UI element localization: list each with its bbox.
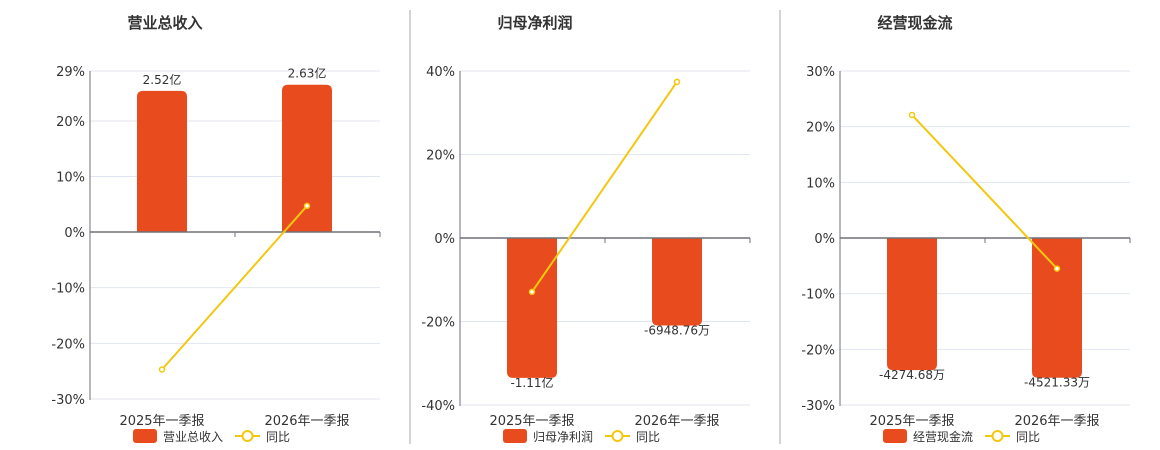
- legend-bar-label: 经营现金流: [913, 429, 973, 444]
- x-category-label: 2026年一季报: [264, 414, 349, 429]
- y-tick-label: 29%: [56, 65, 85, 80]
- x-category-label: 2025年一季报: [119, 414, 204, 429]
- x-category-label: 2025年一季报: [489, 414, 574, 429]
- bar: [652, 238, 702, 326]
- legend-bar-swatch: [883, 429, 907, 443]
- bar-value-label: -6948.76万: [644, 324, 710, 338]
- bar: [282, 84, 332, 232]
- y-tick-label: 0%: [434, 232, 455, 247]
- legend-bar-label: 营业总收入: [163, 430, 223, 444]
- chart-title: 归母净利润: [497, 14, 572, 32]
- legend-bar-swatch: [133, 429, 157, 443]
- x-category-label: 2026年一季报: [1014, 414, 1099, 429]
- bar-value-label: -4274.68万: [879, 368, 945, 382]
- bar-value-label: 2.52亿: [143, 72, 182, 87]
- x-category-label: 2025年一季报: [869, 414, 954, 429]
- yoy-line: [531, 81, 678, 293]
- y-tick-label: -10%: [801, 288, 835, 303]
- y-tick-label: 10%: [56, 170, 85, 185]
- y-tick-label: -20%: [421, 316, 455, 331]
- legend-line-label: 同比: [266, 430, 290, 444]
- legend-line-label: 同比: [636, 430, 660, 444]
- y-tick-label: 20%: [56, 115, 85, 130]
- y-tick-label: -10%: [51, 282, 85, 297]
- chart-title: 经营现金流: [877, 14, 952, 32]
- y-tick-label: -40%: [421, 399, 455, 414]
- y-tick-label: 0%: [64, 226, 85, 241]
- bar: [1032, 238, 1082, 378]
- yoy-point: [908, 111, 916, 119]
- y-tick-label: -20%: [801, 343, 835, 358]
- bar-value-label: -1.11亿: [510, 375, 553, 390]
- y-tick-label: 20%: [806, 121, 835, 136]
- legend-line-marker: [991, 430, 1004, 442]
- bar: [507, 238, 557, 378]
- legend-line-marker: [611, 430, 624, 442]
- y-tick-label: 0%: [814, 232, 835, 247]
- yoy-line: [911, 114, 1058, 270]
- yoy-line: [161, 205, 308, 371]
- x-category-label: 2026年一季报: [634, 414, 719, 429]
- yoy-point: [158, 366, 166, 373]
- yoy-point: [528, 288, 536, 296]
- bar: [137, 90, 187, 232]
- y-tick-label: 10%: [806, 176, 835, 191]
- yoy-point: [303, 202, 311, 210]
- y-tick-label: -30%: [801, 399, 835, 414]
- yoy-point: [1053, 265, 1061, 272]
- chart-title: 营业总收入: [127, 14, 202, 32]
- bar: [887, 238, 937, 371]
- y-tick-label: -30%: [51, 393, 85, 408]
- bar-value-label: 2.63亿: [288, 66, 327, 81]
- legend-bar-swatch: [503, 429, 527, 443]
- legend-bar-label: 归母净利润: [533, 430, 593, 444]
- yoy-point: [673, 78, 681, 86]
- y-tick-label: 30%: [806, 65, 835, 80]
- legend-line-marker: [241, 430, 254, 442]
- bar-value-label: -4521.33万: [1024, 376, 1090, 390]
- y-tick-label: -20%: [51, 337, 85, 352]
- y-tick-label: 40%: [426, 65, 455, 80]
- legend-line-label: 同比: [1016, 430, 1040, 444]
- y-tick-label: 20%: [426, 149, 455, 164]
